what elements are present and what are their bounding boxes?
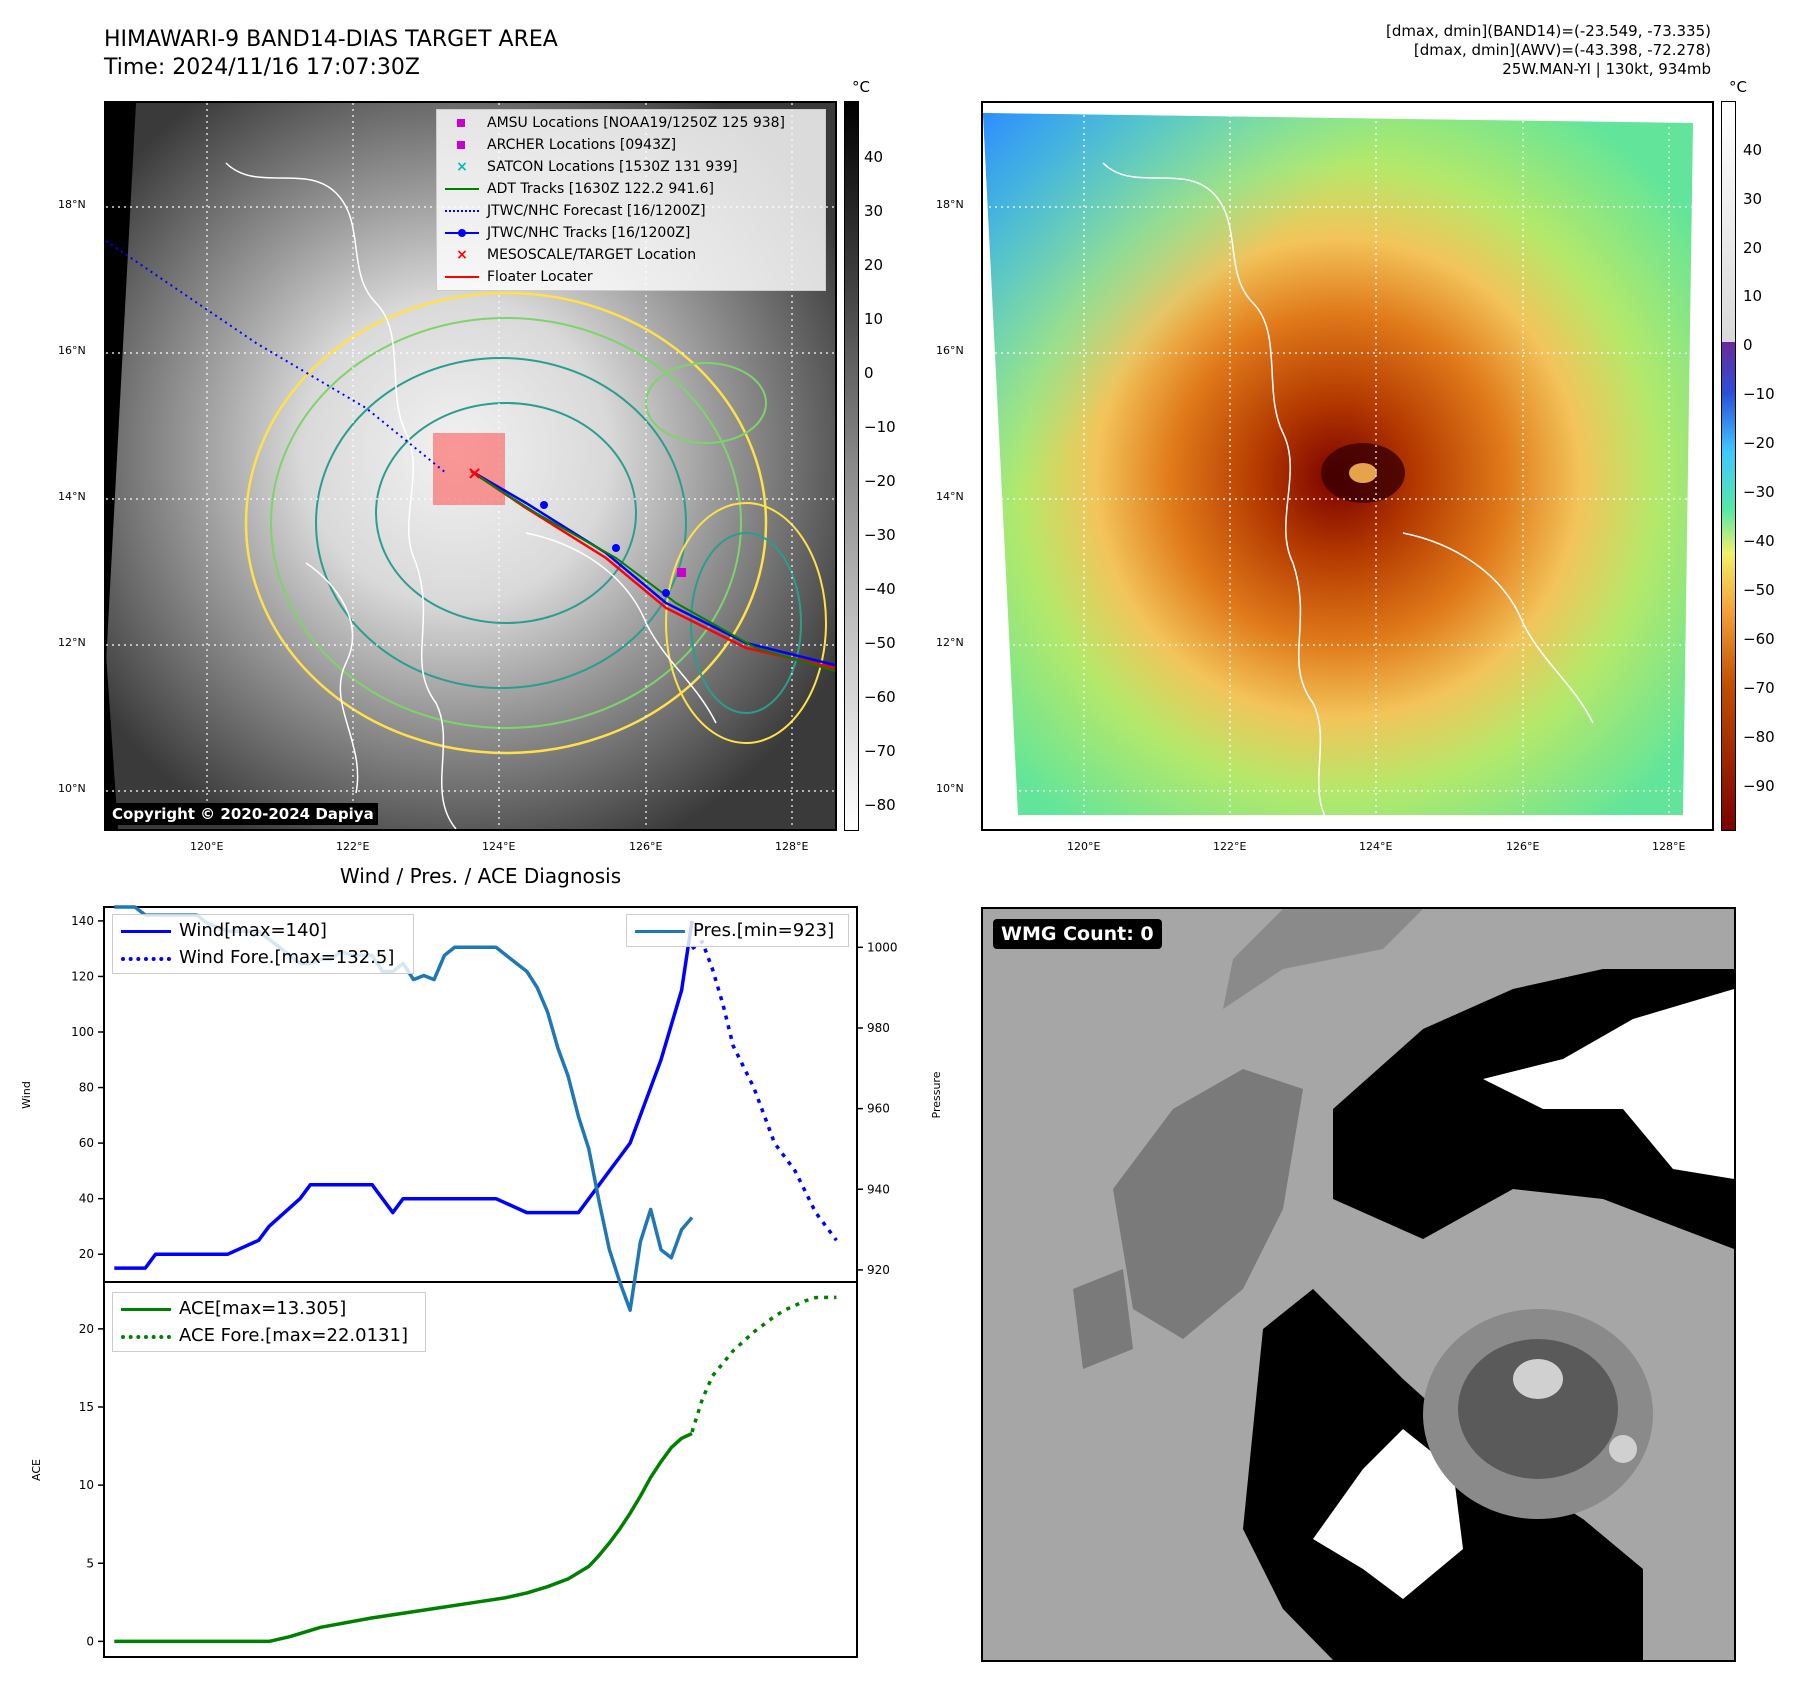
svg-text:×: × bbox=[467, 463, 482, 484]
wind-legend: Wind[max=140] Wind Fore.[max=132.5] bbox=[112, 914, 414, 974]
title-line-1: HIMAWARI-9 BAND14-DIAS TARGET AREA bbox=[104, 27, 558, 52]
legend-item-target: × MESOSCALE/TARGET Location bbox=[445, 244, 817, 266]
wind-tick-label: 100 bbox=[71, 1025, 94, 1039]
legend-item-ace-fore: ACE Fore.[max=22.0131] bbox=[121, 1322, 417, 1349]
band14-map-panel: × AMSU Locations [NOAA19/1250Z 125 938] … bbox=[104, 101, 837, 831]
band14-colorbar-unit: °C bbox=[852, 78, 870, 96]
ace-legend: ACE[max=13.305] ACE Fore.[max=22.0131] bbox=[112, 1292, 426, 1352]
legend-item-ace: ACE[max=13.305] bbox=[121, 1295, 417, 1322]
left-lon-labels: 120°E 122°E 124°E 126°E 128°E bbox=[190, 840, 809, 853]
legend-line-icon bbox=[635, 924, 685, 938]
ace-tick-label: 0 bbox=[86, 1634, 94, 1648]
page-title: HIMAWARI-9 BAND14-DIAS TARGET AREA Time:… bbox=[104, 26, 558, 82]
info-line-2: [dmax, dmin](AWV)=(-43.398, -72.278) bbox=[1413, 41, 1711, 59]
pressure-tick-label: 940 bbox=[867, 1182, 890, 1196]
ace-tick-label: 5 bbox=[86, 1556, 94, 1570]
left-lat-labels: 18°N 16°N 14°N 12°N 10°N bbox=[58, 198, 86, 795]
ace-axis-label: ACE bbox=[30, 1459, 43, 1481]
wind-series-0 bbox=[114, 920, 694, 1270]
legend-dotted-line-icon bbox=[121, 1329, 171, 1343]
ace-series-0 bbox=[114, 1431, 693, 1644]
wind-series-1 bbox=[691, 939, 838, 1242]
legend-item-jtwc-forecast: JTWC/NHC Forecast [16/1200Z] bbox=[445, 200, 817, 222]
legend-dotted-line-icon bbox=[121, 951, 171, 965]
awv-colorbar bbox=[1721, 101, 1736, 831]
wind-axis-label: Wind bbox=[20, 1081, 33, 1109]
legend-item-wind: Wind[max=140] bbox=[121, 917, 405, 944]
legend-line-icon bbox=[445, 182, 479, 196]
title-line-2: Time: 2024/11/16 17:07:30Z bbox=[104, 55, 420, 80]
wind-tick-label: 80 bbox=[79, 1081, 94, 1095]
awv-map-panel bbox=[981, 101, 1714, 831]
legend-line-icon bbox=[121, 924, 171, 938]
storm-info: [dmax, dmin](BAND14)=(-23.549, -73.335) … bbox=[1386, 22, 1711, 79]
legend-item-floater: Floater Locater bbox=[445, 266, 817, 288]
legend-item-amsu: AMSU Locations [NOAA19/1250Z 125 938] bbox=[445, 112, 817, 134]
legend-dotted-line-icon bbox=[445, 204, 479, 218]
band14-colorbar-ticks: 40 30 20 10 0 −10 −20 −30 −40 −50 −60 −7… bbox=[864, 148, 896, 814]
ace-tick-label: 20 bbox=[79, 1322, 94, 1336]
wmg-panel: WMG Count: 0 bbox=[981, 907, 1736, 1662]
ace-series-1 bbox=[690, 1295, 837, 1433]
band14-colorbar bbox=[844, 101, 859, 831]
wind-tick-label: 120 bbox=[71, 969, 94, 983]
right-lat-labels: 18°N 16°N 14°N 12°N 10°N bbox=[936, 198, 964, 795]
ace-tick-label: 15 bbox=[79, 1400, 94, 1414]
wind-tick-label: 40 bbox=[79, 1192, 94, 1206]
legend-line-icon bbox=[121, 1302, 171, 1316]
legend-square-icon bbox=[445, 138, 479, 152]
legend-item-adt: ADT Tracks [1630Z 122.2 941.6] bbox=[445, 178, 817, 200]
pressure-tick-label: 920 bbox=[867, 1263, 890, 1277]
pressure-tick-label: 960 bbox=[867, 1102, 890, 1116]
pressure-tick-label: 1000 bbox=[867, 940, 898, 954]
pressure-tick-label: 980 bbox=[867, 1021, 890, 1035]
diagnosis-chart: 20 40 60 80 100 120 140 920 940 960 980 1000 0 5 10 1… bbox=[20, 905, 943, 1658]
legend-x-icon: × bbox=[456, 247, 468, 263]
awv-colorbar-ticks: 40 30 20 10 0 −10 −20 −30 −40 −50 −60 −7… bbox=[1743, 141, 1775, 795]
info-line-1: [dmax, dmin](BAND14)=(-23.549, -73.335) bbox=[1386, 22, 1711, 40]
copyright-label: Copyright © 2020-2024 Dapiya bbox=[108, 803, 378, 825]
legend-square-icon bbox=[445, 116, 479, 130]
legend-item-archer: ARCHER Locations [0943Z] bbox=[445, 134, 817, 156]
diagnosis-title: Wind / Pres. / ACE Diagnosis bbox=[339, 864, 622, 888]
info-line-3: 25W.MAN-YI | 130kt, 934mb bbox=[1502, 60, 1711, 78]
pressure-axis-label: Pressure bbox=[930, 1071, 943, 1118]
awv-map-image bbox=[983, 103, 1712, 829]
legend-item-satcon: × SATCON Locations [1530Z 131 939] bbox=[445, 156, 817, 178]
wmg-count-badge: WMG Count: 0 bbox=[993, 919, 1162, 949]
legend-x-icon: × bbox=[456, 159, 468, 175]
map-legend: AMSU Locations [NOAA19/1250Z 125 938] AR… bbox=[436, 109, 826, 291]
wmg-image bbox=[1073, 909, 1734, 1660]
legend-line-icon bbox=[445, 270, 479, 284]
legend-item-pres: Pres.[min=923] bbox=[635, 917, 840, 944]
wind-tick-label: 140 bbox=[71, 914, 94, 928]
legend-line-dot-icon bbox=[445, 226, 479, 240]
legend-item-wind-fore: Wind Fore.[max=132.5] bbox=[121, 944, 405, 971]
wind-tick-label: 60 bbox=[79, 1136, 94, 1150]
awv-colorbar-unit: °C bbox=[1729, 78, 1747, 96]
wind-tick-label: 20 bbox=[79, 1247, 94, 1261]
ace-tick-label: 10 bbox=[79, 1478, 94, 1492]
pressure-legend: Pres.[min=923] bbox=[626, 914, 849, 947]
right-lon-labels: 120°E 122°E 124°E 126°E 128°E bbox=[1067, 840, 1686, 853]
legend-item-jtwc-tracks: JTWC/NHC Tracks [16/1200Z] bbox=[445, 222, 817, 244]
